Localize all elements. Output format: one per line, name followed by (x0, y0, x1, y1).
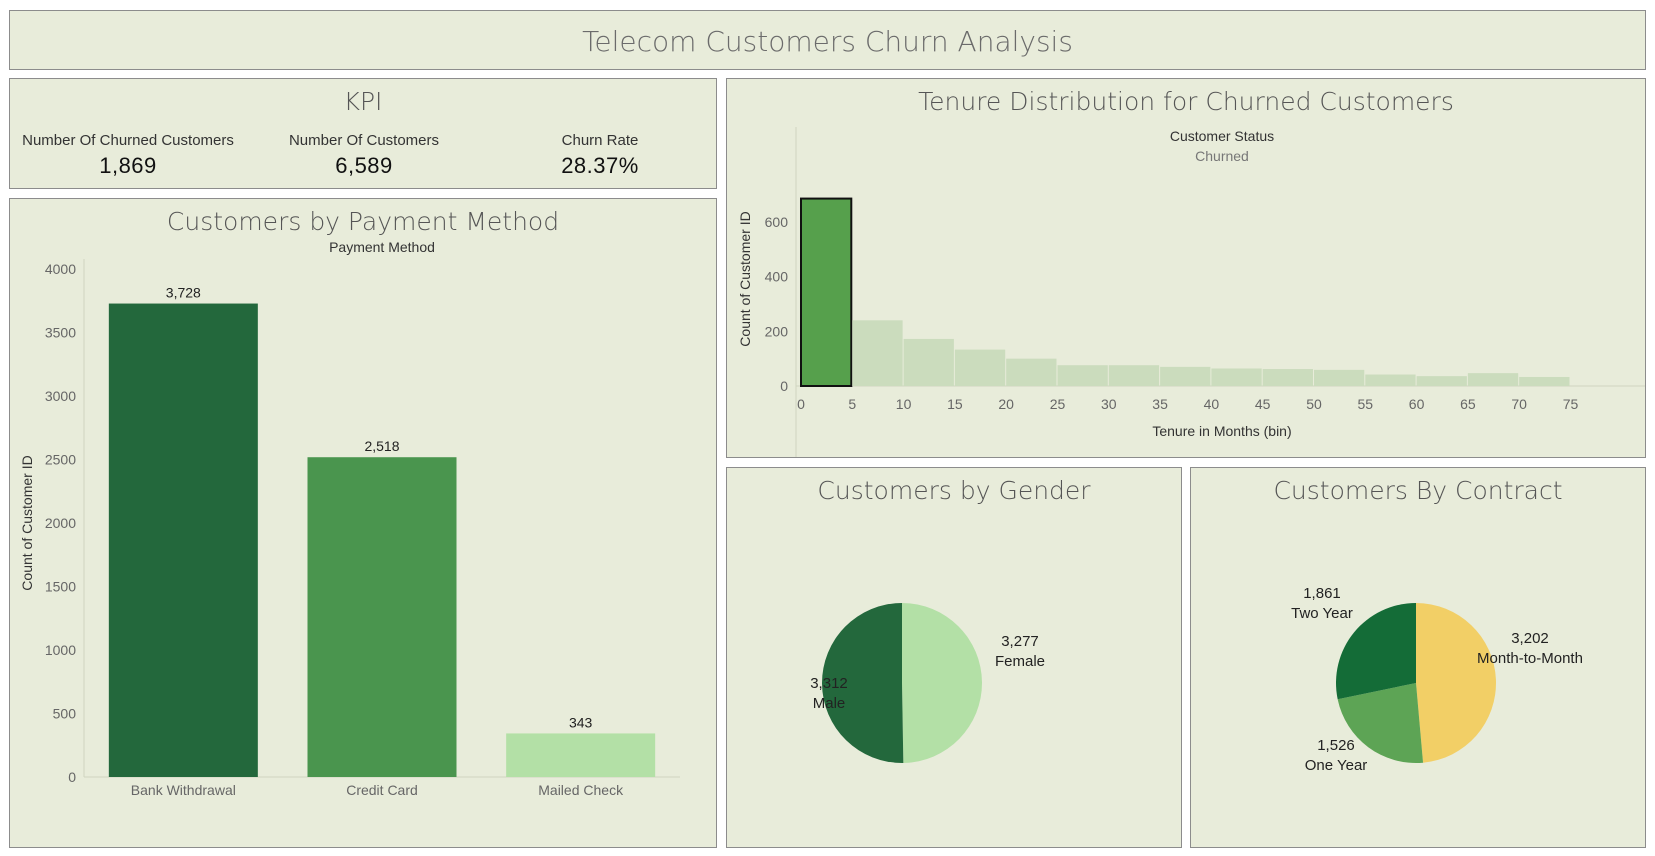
column-header: Customer Status (1170, 128, 1274, 144)
histogram-bar (1160, 366, 1211, 386)
header-panel: Telecom Customers Churn Analysis (9, 10, 1646, 70)
y-tick-label: 2500 (45, 452, 76, 468)
kpi-value: 6,589 (335, 153, 393, 178)
pie-slice (1337, 683, 1424, 763)
histogram-bar (954, 349, 1006, 386)
payment-bar-chart: Payment Method 0 500 1000 1500 2000 2500 3000 35… (19, 239, 680, 798)
y-tick-label: 400 (765, 269, 789, 285)
kpi-value: 1,869 (99, 153, 157, 178)
slice-name-label: Month-to-Month (1477, 650, 1583, 667)
x-tick-label: 50 (1306, 396, 1322, 412)
column-value: Churned (1195, 148, 1249, 164)
bar (506, 733, 656, 777)
y-tick-label: 500 (53, 706, 77, 722)
x-tick-label: 15 (947, 396, 963, 412)
x-axis-label: Tenure in Months (bin) (1152, 423, 1291, 439)
kpi-value: 28.37% (561, 153, 639, 178)
slice-name-label: Male (813, 695, 846, 712)
contract-panel: Customers By Contract 3,202 Month-to-Mont… (1190, 467, 1646, 848)
x-tick-label: 75 (1563, 396, 1579, 412)
kpi-panel: KPI Number Of Churned Customers 1,869 Nu… (9, 78, 717, 189)
y-tick-label: 200 (765, 323, 789, 339)
y-tick-label: 4000 (45, 261, 76, 277)
histogram-bar (1467, 373, 1519, 386)
contract-chart-title: Customers By Contract (1273, 476, 1563, 505)
contract-pie-chart: 3,202 Month-to-Month 1,526 One Year 1,861 Two… (1291, 585, 1583, 774)
y-tick-label: 3000 (45, 388, 76, 404)
kpi-total-customers: Number Of Customers 6,589 (246, 132, 482, 179)
histogram-bar (1313, 369, 1365, 386)
kpi-label: Number Of Customers (288, 132, 440, 149)
slice-value-label: 1,526 (1317, 737, 1355, 754)
slice-name-label: One Year (1305, 757, 1368, 774)
tenure-chart-title: Tenure Distribution for Churned Customer… (918, 87, 1454, 116)
histogram-bar (1519, 376, 1570, 386)
slice-value-label: 1,861 (1303, 585, 1341, 602)
pie-slice (1336, 603, 1416, 700)
pie-slice (1416, 603, 1497, 763)
y-tick-label: 1000 (45, 642, 76, 658)
kpi-label: Churn Rate (561, 132, 639, 149)
histogram-bar (1108, 365, 1160, 386)
kpi-churn-rate: Churn Rate 28.37% (482, 132, 716, 179)
histogram-bar (903, 338, 954, 386)
histogram-bar (1211, 368, 1262, 386)
y-tick-label: 1500 (45, 579, 76, 595)
payment-chart-title: Customers by Payment Method (166, 207, 560, 236)
histogram-bar (1416, 376, 1467, 386)
pie-slice (902, 603, 983, 763)
gender-pie-chart: 3,277 Female 3,312 Male (810, 603, 1045, 763)
payment-method-panel: Customers by Payment Method Payment Meth… (9, 198, 717, 848)
x-tick-label: 30 (1101, 396, 1117, 412)
bar-data-label: 3,728 (166, 285, 201, 301)
x-tick-label: 35 (1152, 396, 1168, 412)
y-tick-label: 0 (68, 769, 76, 785)
x-tick-label: 45 (1255, 396, 1271, 412)
x-tick-label: 55 (1357, 396, 1373, 412)
pie-slice (822, 603, 904, 763)
histogram-bar (800, 197, 853, 387)
y-axis-label: Count of Customer ID (737, 211, 753, 346)
x-tick-label: 70 (1511, 396, 1527, 412)
gender-chart-title: Customers by Gender (817, 476, 1091, 505)
y-tick-label: 3500 (45, 325, 76, 341)
kpi-label: Number Of Churned Customers (22, 132, 234, 149)
x-tick-label: 25 (1050, 396, 1066, 412)
x-tick-label: 10 (896, 396, 912, 412)
x-tick-label: 5 (848, 396, 856, 412)
histogram-bar (1365, 374, 1416, 386)
y-tick-label: 0 (780, 378, 788, 394)
bar (307, 457, 457, 777)
x-tick-label: 60 (1409, 396, 1425, 412)
x-tick-label: 0 (797, 396, 805, 412)
x-tick-label: Mailed Check (538, 782, 624, 798)
y-tick-label: 2000 (45, 515, 76, 531)
x-tick-label: Credit Card (346, 782, 418, 798)
bar (108, 303, 258, 777)
kpi-title: KPI (343, 87, 383, 116)
kpi-churned-customers: Number Of Churned Customers 1,869 (10, 132, 246, 179)
slice-value-label: 3,277 (1001, 633, 1039, 650)
y-axis-label: Count of Customer ID (19, 455, 35, 590)
tenure-panel: Tenure Distribution for Churned Customer… (726, 78, 1646, 458)
histogram-bar (1006, 358, 1057, 386)
slice-value-label: 3,202 (1511, 630, 1549, 647)
x-tick-label: 20 (998, 396, 1014, 412)
x-tick-label: Bank Withdrawal (131, 782, 236, 798)
column-header: Payment Method (329, 239, 435, 255)
slice-value-label: 3,312 (810, 675, 848, 692)
y-tick-label: 600 (765, 214, 789, 230)
histogram-bar (852, 320, 903, 386)
gender-panel: Customers by Gender 3,277 Female 3,312 Male (726, 467, 1182, 848)
x-tick-label: 40 (1204, 396, 1220, 412)
histogram-bar (1057, 365, 1108, 386)
bar-data-label: 343 (569, 714, 593, 730)
bar-data-label: 2,518 (364, 438, 399, 454)
x-tick-label: 65 (1460, 396, 1476, 412)
slice-name-label: Two Year (1291, 605, 1353, 622)
histogram-bar (1262, 369, 1313, 386)
slice-name-label: Female (995, 653, 1045, 670)
dashboard-title: Telecom Customers Churn Analysis (582, 25, 1073, 58)
